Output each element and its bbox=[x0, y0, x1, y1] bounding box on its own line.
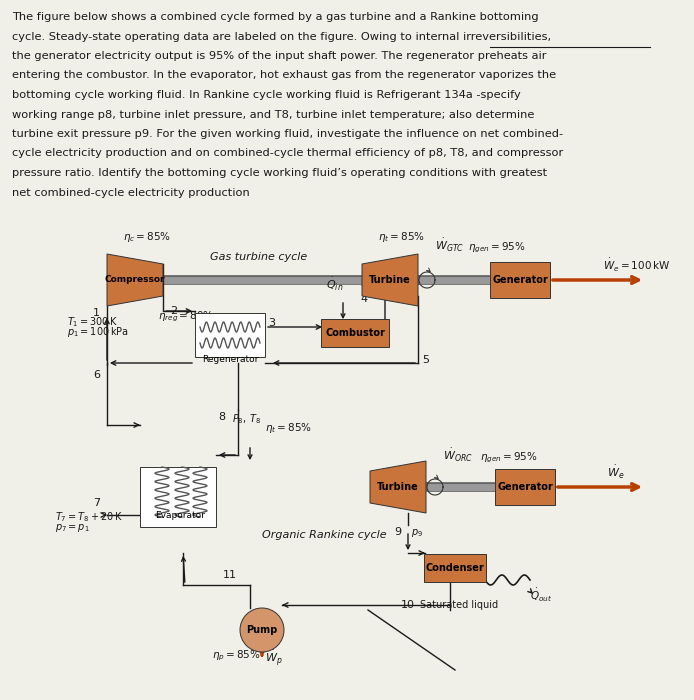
Text: Organic Rankine cycle: Organic Rankine cycle bbox=[262, 530, 387, 540]
Text: $p_7=p_1$: $p_7=p_1$ bbox=[55, 522, 90, 534]
Text: Generator: Generator bbox=[497, 482, 553, 492]
FancyBboxPatch shape bbox=[195, 313, 265, 357]
Text: $\eta_t=85\%$: $\eta_t=85\%$ bbox=[378, 230, 425, 244]
Text: the generator electricity output is 95% of the input shaft power. The regenerato: the generator electricity output is 95% … bbox=[12, 51, 546, 61]
Text: Regenerator: Regenerator bbox=[202, 354, 258, 363]
Text: working range p8, turbine inlet pressure, and T8, turbine inlet temperature; als: working range p8, turbine inlet pressure… bbox=[12, 109, 534, 120]
Polygon shape bbox=[362, 254, 418, 306]
Text: $\eta_{gen}=95\%$: $\eta_{gen}=95\%$ bbox=[468, 240, 526, 255]
Text: $\dot{W}_e=100\,\mathrm{kW}$: $\dot{W}_e=100\,\mathrm{kW}$ bbox=[603, 257, 670, 274]
Text: $\eta_{gen}=95\%$: $\eta_{gen}=95\%$ bbox=[480, 450, 538, 465]
Text: 1: 1 bbox=[93, 308, 100, 318]
FancyBboxPatch shape bbox=[140, 467, 216, 527]
FancyBboxPatch shape bbox=[321, 319, 389, 347]
Text: bottoming cycle working fluid. In Rankine cycle working fluid is Refrigerant 134: bottoming cycle working fluid. In Rankin… bbox=[12, 90, 520, 100]
Text: cycle electricity production and on combined-cycle thermal efficiency of p8, T8,: cycle electricity production and on comb… bbox=[12, 148, 564, 158]
Text: $\eta_{reg}=80\%$: $\eta_{reg}=80\%$ bbox=[158, 309, 214, 324]
Polygon shape bbox=[370, 461, 426, 513]
Text: $\eta_p=85\%$: $\eta_p=85\%$ bbox=[212, 648, 261, 663]
Text: 6: 6 bbox=[93, 370, 100, 380]
Text: Compressor: Compressor bbox=[105, 276, 165, 284]
Text: Generator: Generator bbox=[492, 275, 548, 285]
Text: The figure below shows a combined cycle formed by a gas turbine and a Rankine bo: The figure below shows a combined cycle … bbox=[12, 12, 539, 22]
Text: $\dot{Q}_{out}$: $\dot{Q}_{out}$ bbox=[530, 587, 552, 604]
Text: entering the combustor. In the evaporator, hot exhaust gas from the regenerator : entering the combustor. In the evaporato… bbox=[12, 71, 556, 80]
Text: Pump: Pump bbox=[246, 625, 278, 635]
Text: 9: 9 bbox=[394, 527, 401, 537]
Text: 8: 8 bbox=[218, 412, 225, 422]
Text: turbine exit pressure p9. For the given working fluid, investigate the influence: turbine exit pressure p9. For the given … bbox=[12, 129, 563, 139]
Text: $\dot{W}_{GTC}$: $\dot{W}_{GTC}$ bbox=[435, 237, 464, 254]
Circle shape bbox=[240, 608, 284, 652]
Text: Turbine: Turbine bbox=[377, 482, 419, 492]
Text: 5: 5 bbox=[422, 355, 429, 365]
Text: 10: 10 bbox=[401, 600, 415, 610]
Text: $\eta_t=85\%$: $\eta_t=85\%$ bbox=[265, 421, 312, 435]
Text: Turbine: Turbine bbox=[369, 275, 411, 285]
Text: $\dot{W}_{ORC}$: $\dot{W}_{ORC}$ bbox=[443, 447, 473, 464]
Text: $T_7=T_8+20\,\mathrm{K}$: $T_7=T_8+20\,\mathrm{K}$ bbox=[55, 510, 123, 524]
Text: Evaporator: Evaporator bbox=[155, 510, 205, 519]
Text: $T_1=300\,\mathrm{K}$: $T_1=300\,\mathrm{K}$ bbox=[67, 315, 119, 329]
Text: cycle. Steady-state operating data are labeled on the figure. Owing to internal : cycle. Steady-state operating data are l… bbox=[12, 32, 551, 41]
Text: Gas turbine cycle: Gas turbine cycle bbox=[210, 252, 307, 262]
Text: 4: 4 bbox=[360, 294, 367, 304]
Text: $\dot{Q}_{in}$: $\dot{Q}_{in}$ bbox=[326, 276, 344, 293]
Text: 3: 3 bbox=[268, 318, 275, 328]
Text: $\dot{W}_p$: $\dot{W}_p$ bbox=[265, 648, 282, 668]
Text: $\eta_c=85\%$: $\eta_c=85\%$ bbox=[123, 230, 171, 244]
Text: $\dot{W}_e$: $\dot{W}_e$ bbox=[607, 463, 625, 481]
FancyBboxPatch shape bbox=[490, 262, 550, 298]
FancyBboxPatch shape bbox=[424, 554, 486, 582]
Text: 7: 7 bbox=[93, 498, 100, 508]
Text: $P_8,\,T_8$: $P_8,\,T_8$ bbox=[232, 412, 261, 426]
Text: $p_1=100\,\mathrm{kPa}$: $p_1=100\,\mathrm{kPa}$ bbox=[67, 325, 128, 339]
Text: Condenser: Condenser bbox=[425, 563, 484, 573]
Text: $p_9$: $p_9$ bbox=[411, 527, 423, 539]
Text: 11: 11 bbox=[223, 570, 237, 580]
Text: Saturated liquid: Saturated liquid bbox=[420, 600, 498, 610]
Polygon shape bbox=[107, 254, 163, 306]
Text: $T_4=1200\,\mathrm{K}$: $T_4=1200\,\mathrm{K}$ bbox=[360, 284, 418, 297]
Text: pressure ratio. Identify the bottoming cycle working fluid’s operating condition: pressure ratio. Identify the bottoming c… bbox=[12, 168, 547, 178]
Text: Combustor: Combustor bbox=[325, 328, 385, 338]
FancyBboxPatch shape bbox=[495, 469, 555, 505]
Text: net combined-cycle electricity production: net combined-cycle electricity productio… bbox=[12, 188, 250, 197]
Text: 2: 2 bbox=[170, 306, 177, 316]
